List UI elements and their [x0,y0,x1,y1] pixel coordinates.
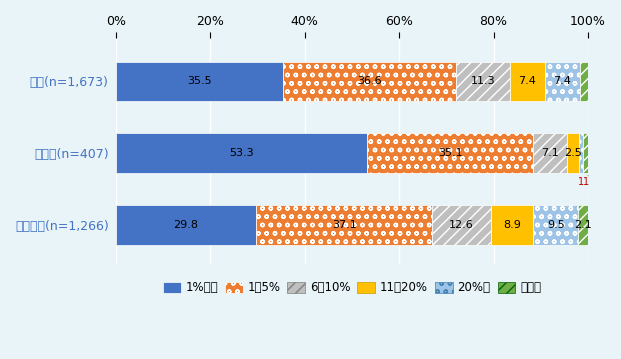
Bar [579,62,588,101]
Bar [491,205,533,244]
Bar [533,205,578,244]
Bar [510,62,545,101]
Text: 7.4: 7.4 [553,76,571,87]
Bar [432,205,491,244]
Bar [283,62,456,101]
Text: 1: 1 [578,177,584,187]
Text: 2.5: 2.5 [564,148,582,158]
Bar [116,205,256,244]
Bar [579,134,583,173]
Text: 11.3: 11.3 [471,76,496,87]
Text: 7.1: 7.1 [541,148,559,158]
Bar [583,134,588,173]
Text: 35.5: 35.5 [187,76,212,87]
Text: 2.1: 2.1 [574,220,592,230]
Text: 29.8: 29.8 [174,220,199,230]
Bar [116,134,368,173]
Bar [545,62,579,101]
Bar [567,134,579,173]
Text: 12.6: 12.6 [449,220,474,230]
Legend: 1%未満, 1～5%, 6～10%, 11～20%, 20%超, 無回答: 1%未満, 1～5%, 6～10%, 11～20%, 20%超, 無回答 [158,276,546,299]
Text: 53.3: 53.3 [229,148,254,158]
Text: 7.4: 7.4 [518,76,536,87]
Text: 35.1: 35.1 [438,148,463,158]
Bar [533,134,567,173]
Bar [578,205,588,244]
Bar [456,62,510,101]
Text: 36.6: 36.6 [358,76,382,87]
Bar [256,205,432,244]
Bar [368,134,533,173]
Text: 37.1: 37.1 [332,220,356,230]
Text: 9.5: 9.5 [547,220,564,230]
Text: 8.9: 8.9 [503,220,521,230]
Bar [116,62,283,101]
Text: 1: 1 [582,177,589,187]
